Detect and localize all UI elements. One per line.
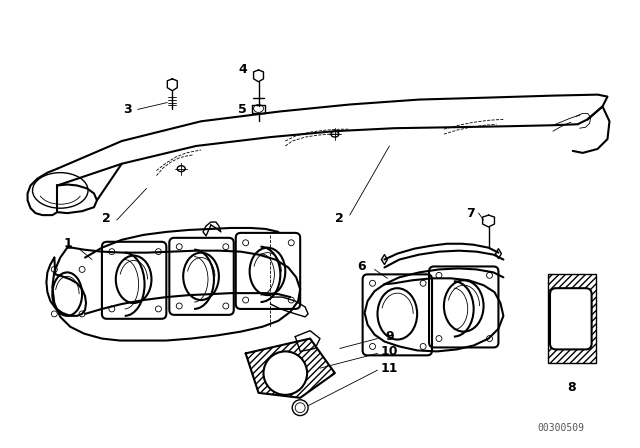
Text: 00300509: 00300509 <box>538 422 584 432</box>
Text: 2: 2 <box>335 211 344 224</box>
Ellipse shape <box>264 351 307 395</box>
Polygon shape <box>246 339 335 398</box>
Polygon shape <box>548 274 596 363</box>
Text: 3: 3 <box>124 103 132 116</box>
Text: 8: 8 <box>568 381 576 394</box>
Text: 10: 10 <box>381 345 398 358</box>
Text: 11: 11 <box>381 362 398 375</box>
Text: 6: 6 <box>357 260 366 273</box>
Text: 5: 5 <box>238 103 247 116</box>
Text: 9: 9 <box>385 330 394 343</box>
Text: 2: 2 <box>102 211 111 224</box>
Text: 1: 1 <box>64 237 72 250</box>
FancyBboxPatch shape <box>550 288 591 349</box>
Text: 4: 4 <box>238 64 247 77</box>
Text: 7: 7 <box>467 207 475 220</box>
